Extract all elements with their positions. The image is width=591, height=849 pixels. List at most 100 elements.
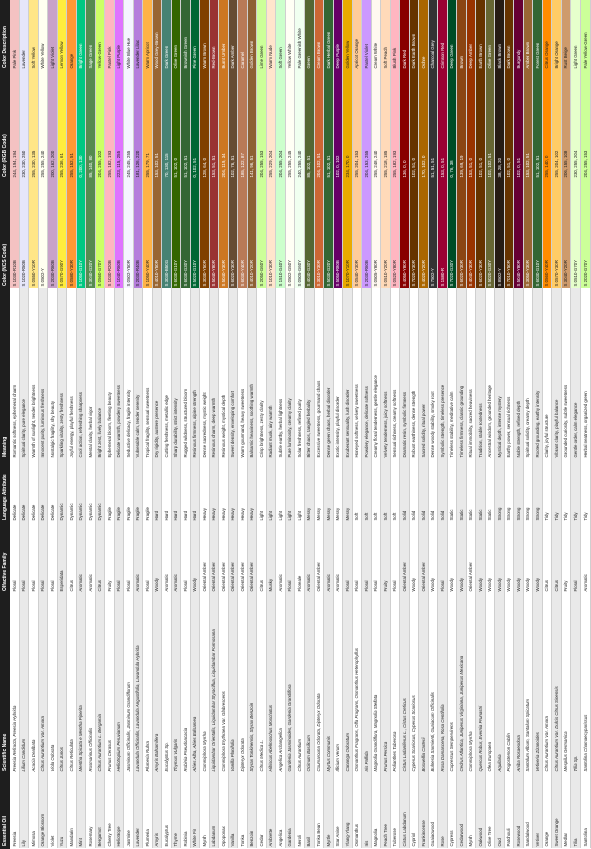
cell-olfactive-family: Woody [428,522,438,594]
cell-language-attribute: Strong [513,459,524,523]
cell-language-attribute: Light [285,459,295,523]
table-row: Lily Lilium Candidum Floral Delicate Spiritu… [19,0,29,849]
cell-meaning: Nostalgic fragility, shy beauty [47,288,58,460]
cell-color-description: Cream White [371,0,381,71]
cell-essential-oil: Cypriol [409,773,419,849]
cell-scientific-name: Citrus Aurantium Var. Amara [542,593,552,774]
cell-color-rgb: 230, 255, 204 [570,70,581,180]
table-row: Rosemary Rosmarinus Officinalis Aromatic Dy… [85,0,96,849]
cell-language-attribute: Hard [161,459,172,523]
cell-essential-oil: Iris [361,773,372,849]
cell-color-ncs: S 3030-Y50R [199,179,210,289]
cell-meaning: Mental clarity, herbal vigor [85,288,96,460]
cell-color-rgb: 244, 194, 194 [9,70,20,180]
cell-color-rgb: 153, 51, 51 [209,70,219,180]
cell-color-description: Green [304,0,314,71]
cell-color-ncs: S 6020-Y30R [456,179,467,289]
cell-color-ncs: S 0505-Y80R [371,179,381,289]
cell-scientific-name: Santolina Chamaecyparissus [580,593,591,774]
table-row: Angelica Angelica Archangelica Aromatic Lig… [275,0,286,849]
cell-essential-oil: Tuberose [390,773,400,849]
cell-olfactive-family: Oriental Amber [399,522,410,594]
cell-olfactive-family: Aromatic [171,522,181,594]
cell-color-rgb: 153, 102, 51 [523,70,533,180]
table-row: Mimosa Acacia Dealbata Floral Delicate Warmt… [28,0,39,849]
cell-essential-oil: Mandarin [66,773,77,849]
cell-language-attribute: Solid [418,459,429,523]
table-row: Opoponax Commiphora Erythraea Var. Glabre… [218,0,229,849]
cell-color-ncs: S 1070-Y10R [342,179,353,289]
cell-color-description: Crimson Red [437,0,448,71]
cell-scientific-name: Amyris Balsamifera [152,593,162,774]
cell-color-description: Olive Green [485,0,495,71]
cell-essential-oil: Orange Blossom [38,773,48,849]
cell-meaning: Noble strength, refined depth [513,288,524,460]
cell-scientific-name: Boswellia Carterii [418,593,429,774]
cell-olfactive-family: Aromatic [85,522,96,594]
table-row: Cherry Tree Prunus Cerasus Fruity Fragile Ep… [104,0,115,849]
cell-color-description: Ochre [418,0,429,71]
cell-meaning: Balsamic heaviness, soothing warmth [247,288,257,460]
cell-essential-oil: Basil [304,773,314,849]
cell-language-attribute: Heavy [199,459,210,523]
cell-color-description: Bright Green [76,0,86,71]
cell-olfactive-family: Aromatic [323,522,334,594]
cell-meaning: Tradition, stable rootedness [475,288,486,460]
cell-color-description: Dark Herbal Green [323,0,334,71]
cell-color-ncs: S 6030-G10Y [171,179,181,289]
cell-language-attribute: Heavy [237,459,248,523]
cell-color-description: Golden Brown [247,0,257,71]
cell-scientific-name: Eucalyptus Sp. [161,593,172,774]
cell-language-attribute: Hard [152,459,162,523]
cell-language-attribute: Soft [361,459,372,523]
cell-color-rgb: 223, 115, 255 [114,70,124,180]
cell-scientific-name: Polianthes Tuberosa [390,593,400,774]
cell-olfactive-family: Woody [456,522,467,594]
cell-meaning: Sacred solidity, ritual power [418,288,429,460]
cell-essential-oil: Myrrh [199,773,210,849]
table-row: Ylang-Ylang Cananga Odoratum Floral Messy Ex… [342,0,353,849]
header-color-ncs: Color (NCS Code) [0,179,10,289]
table-row: Tonka Bean Coumarouna Odorata, Dipteryx O… [314,0,324,849]
cell-color-ncs: S 4010-Y20R [247,179,257,289]
cell-essential-oil: Freesia [9,773,20,849]
cell-color-ncs: S 0540-Y30R [352,179,362,289]
cell-olfactive-family: Woody [523,522,533,594]
cell-meaning: Sparkling vitality, zesty freshness [57,288,67,460]
cell-olfactive-family: Floral [19,522,29,594]
cell-scientific-name: Citrus Medica L. [256,593,267,774]
cell-meaning: Exuberant sensuality, lush disorder [342,288,353,460]
cell-meaning: Vulnerable calm, tender serenity [133,288,143,460]
cell-color-ncs: S 6030-Y40R [237,179,248,289]
cell-olfactive-family: Woody [447,522,457,594]
cell-color-ncs: S 0502-Y [38,179,48,289]
cell-meaning: Romantic softness, ephemeral charm [9,288,20,460]
table-row: Myrrh Commiphora Myrrha Oriental Amber Stat… [466,0,476,849]
cell-meaning: Excessive sweetness, gourmand chaos [314,288,324,460]
cell-essential-oil: Tilia [570,773,581,849]
cell-color-rgb: 255, 140, 0 [542,70,552,180]
cell-language-attribute: Tidy [561,459,571,523]
cell-scientific-name: Plumeria Rubra [142,593,153,774]
cell-olfactive-family: Floral [142,522,153,594]
cell-meaning: Dense green chaos, herbal disorder [323,288,334,460]
cell-color-rgb: 102, 51, 0 [475,70,486,180]
cell-olfactive-family: Woody [409,522,419,594]
cell-color-rgb: 200, 162, 200 [47,70,58,180]
cell-olfactive-family: Aromatic [580,522,591,594]
header-row: Essential Oil Scientific Name Olfactive … [0,0,10,849]
cell-olfactive-family: Woody [513,522,524,594]
cell-language-attribute: Strong [494,459,505,523]
cell-color-description: Deep Purple [333,0,343,71]
cell-scientific-name: Osmanthus Fragrans, Olfa Fragrans, Osman… [352,593,362,774]
cell-essential-oil: Myrrh [466,773,476,849]
cell-color-rgb: 51, 102, 51 [532,70,543,180]
cell-meaning: Dense woody stability, smoky root [428,288,438,460]
table-row: Benzoin Styrax Tonkinensis, Styrax Benzoi… [247,0,257,849]
cell-scientific-name: Cananga Odoratum [342,593,353,774]
cell-language-attribute: Tidy [551,459,562,523]
cell-scientific-name: Citrus Reticulata [66,593,77,774]
cell-essential-oil: Osmanthus [352,773,362,849]
cell-meaning: Ancestral wisdom, grounded heritage [485,288,495,460]
